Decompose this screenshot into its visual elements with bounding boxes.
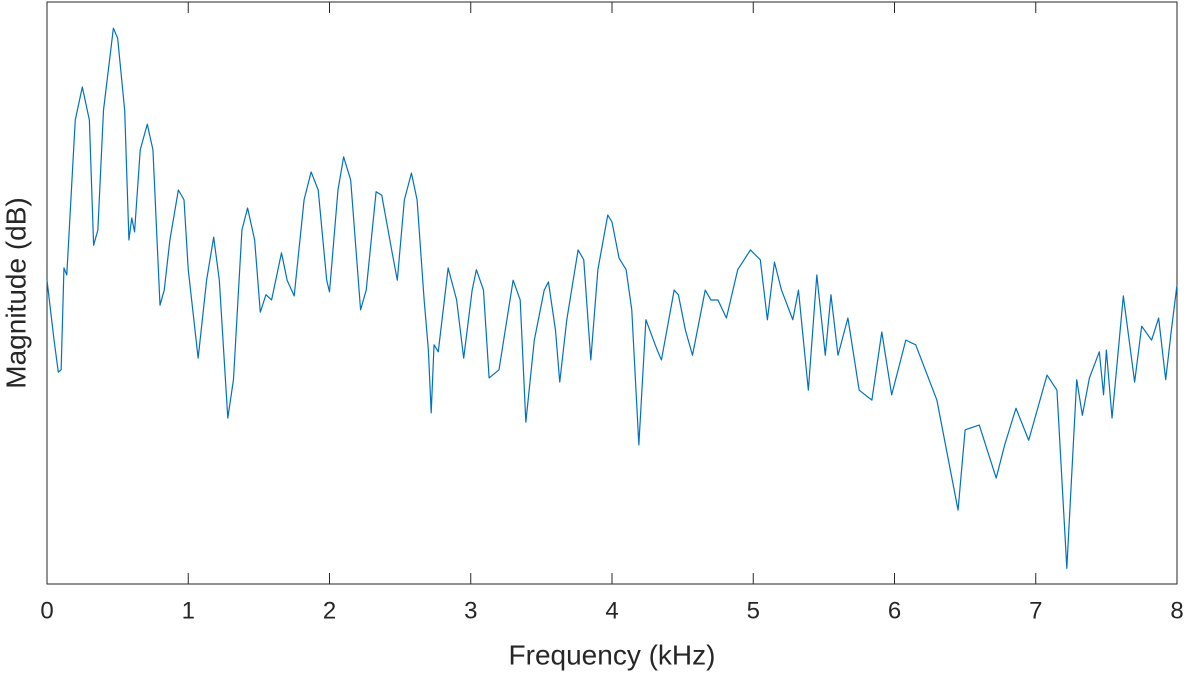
y-axis-label: Magnitude (dB) — [0, 197, 31, 388]
x-tick-label: 2 — [323, 597, 336, 624]
x-tick-label: 1 — [182, 597, 195, 624]
x-tick-label: 0 — [40, 597, 53, 624]
x-tick-label: 6 — [888, 597, 901, 624]
x-tick-label: 5 — [747, 597, 760, 624]
x-axis-label: Frequency (kHz) — [509, 639, 716, 670]
x-tick-label: 3 — [464, 597, 477, 624]
spectrum-line — [46, 27, 1178, 569]
x-tick-label: 8 — [1170, 597, 1183, 624]
plot-frame — [46, 1, 1178, 585]
x-tick-label: 4 — [605, 597, 618, 624]
x-tick-label: 7 — [1029, 597, 1042, 624]
